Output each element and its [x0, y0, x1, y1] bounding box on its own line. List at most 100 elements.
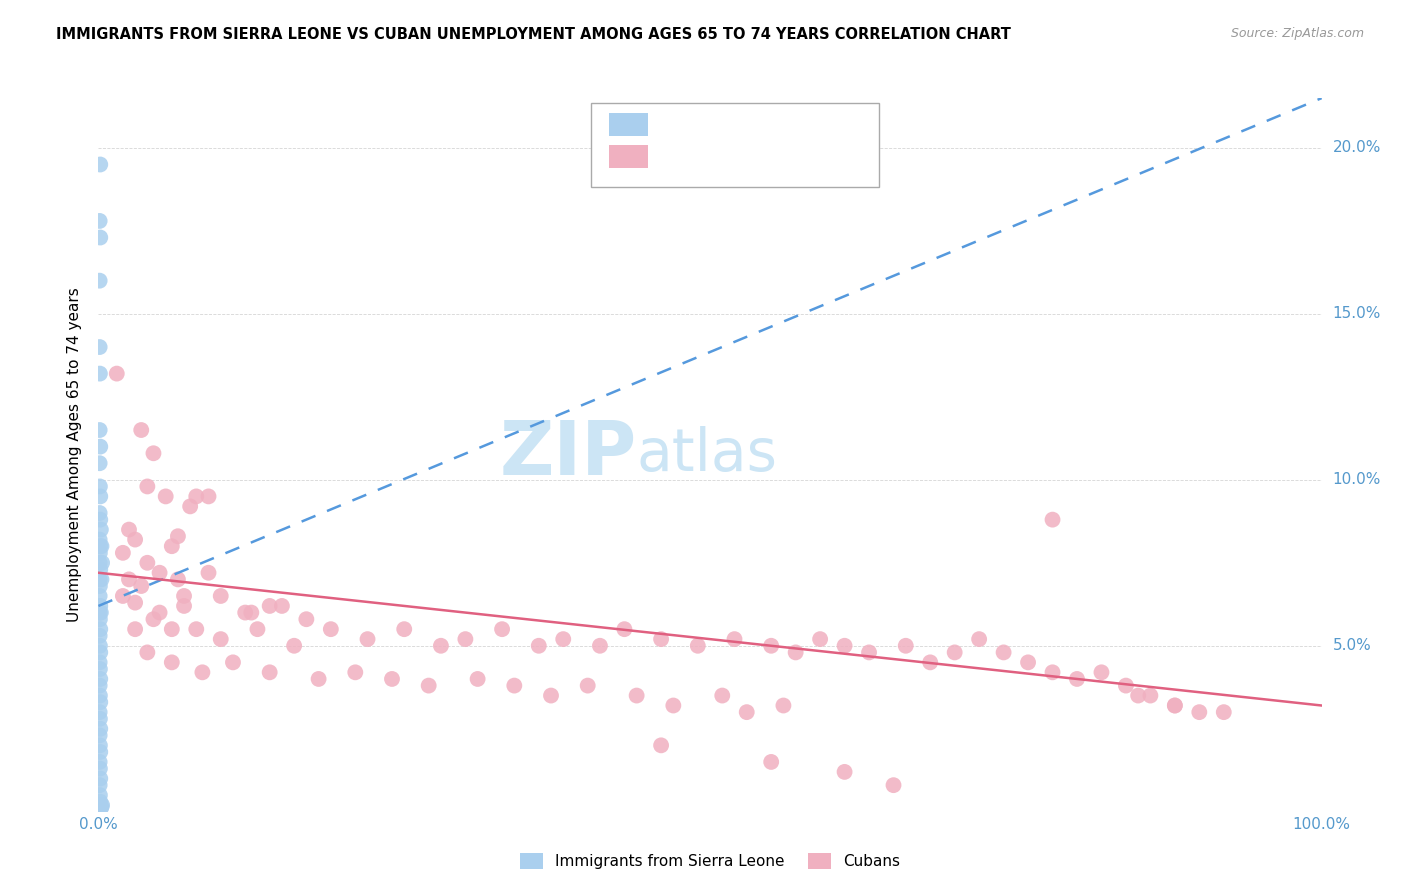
Point	[89, 423, 111, 437]
Point	[613, 622, 636, 636]
Point	[90, 799, 112, 814]
Point	[129, 579, 152, 593]
Legend: Immigrants from Sierra Leone, Cubans: Immigrants from Sierra Leone, Cubans	[515, 847, 905, 875]
Point	[89, 606, 111, 620]
Point	[259, 665, 281, 680]
Point	[142, 612, 165, 626]
Point	[90, 606, 112, 620]
Point	[381, 672, 404, 686]
Point	[89, 728, 111, 742]
Point	[173, 599, 195, 613]
Point	[808, 632, 831, 647]
Point	[89, 562, 111, 576]
Point	[308, 672, 330, 686]
Point	[179, 500, 201, 514]
Point	[650, 632, 672, 647]
Point	[89, 662, 111, 676]
Point	[723, 632, 745, 647]
Point	[858, 645, 880, 659]
Point	[124, 596, 146, 610]
Text: ZIP: ZIP	[499, 418, 637, 491]
Point	[90, 801, 112, 815]
Text: Source: ZipAtlas.com: Source: ZipAtlas.com	[1230, 27, 1364, 40]
Point	[467, 672, 489, 686]
Point	[89, 573, 111, 587]
Point	[167, 529, 190, 543]
Text: atlas: atlas	[637, 426, 778, 483]
Point	[834, 764, 856, 779]
Point	[89, 513, 111, 527]
Text: R =: R =	[659, 118, 693, 132]
Point	[1042, 665, 1064, 680]
Point	[209, 589, 232, 603]
Point	[1017, 656, 1039, 670]
Point	[89, 745, 111, 759]
Point	[283, 639, 305, 653]
Text: 5.0%: 5.0%	[1333, 639, 1371, 653]
Point	[89, 589, 111, 603]
Point	[1212, 705, 1234, 719]
Point	[89, 556, 111, 570]
Point	[1164, 698, 1187, 713]
Point	[89, 672, 111, 686]
Point	[418, 679, 440, 693]
Point	[626, 689, 648, 703]
Point	[576, 679, 599, 693]
Point	[89, 695, 111, 709]
Point	[662, 698, 685, 713]
Point	[894, 639, 917, 653]
Point	[91, 798, 114, 813]
Point	[197, 490, 219, 504]
Point	[136, 479, 159, 493]
Point	[197, 566, 219, 580]
Point	[920, 656, 942, 670]
Point	[89, 230, 111, 244]
Point	[89, 772, 111, 786]
Point	[1042, 513, 1064, 527]
Point	[191, 665, 214, 680]
Point	[90, 539, 112, 553]
Point	[1188, 705, 1211, 719]
Point	[89, 689, 111, 703]
Text: 92: 92	[821, 150, 842, 164]
Text: 20.0%: 20.0%	[1333, 140, 1381, 155]
Text: IMMIGRANTS FROM SIERRA LEONE VS CUBAN UNEMPLOYMENT AMONG AGES 65 TO 74 YEARS COR: IMMIGRANTS FROM SIERRA LEONE VS CUBAN UN…	[56, 27, 1011, 42]
Point	[118, 573, 141, 587]
Text: 0.128: 0.128	[699, 118, 752, 132]
Point	[89, 679, 111, 693]
Point	[233, 606, 256, 620]
Point	[209, 632, 232, 647]
Point	[89, 579, 111, 593]
Point	[240, 606, 263, 620]
Point	[142, 446, 165, 460]
Point	[356, 632, 378, 647]
Text: N =: N =	[775, 150, 818, 164]
Point	[943, 645, 966, 659]
Point	[246, 622, 269, 636]
Point	[89, 440, 111, 454]
Point	[1066, 672, 1088, 686]
Point	[124, 533, 146, 547]
Point	[761, 755, 783, 769]
Text: N =: N =	[775, 118, 818, 132]
Point	[89, 539, 111, 553]
Point	[527, 639, 550, 653]
Point	[491, 622, 513, 636]
Point	[89, 712, 111, 726]
Point	[124, 622, 146, 636]
Point	[89, 157, 111, 171]
Text: 10.0%: 10.0%	[1333, 472, 1381, 487]
Point	[89, 622, 111, 636]
Point	[173, 589, 195, 603]
Point	[89, 456, 111, 470]
Point	[967, 632, 990, 647]
Point	[89, 798, 111, 813]
Point	[89, 479, 111, 493]
Text: 55: 55	[821, 118, 842, 132]
Point	[430, 639, 453, 653]
Point	[167, 573, 190, 587]
Point	[111, 546, 134, 560]
Point	[136, 556, 159, 570]
Point	[149, 606, 172, 620]
Point	[761, 639, 783, 653]
